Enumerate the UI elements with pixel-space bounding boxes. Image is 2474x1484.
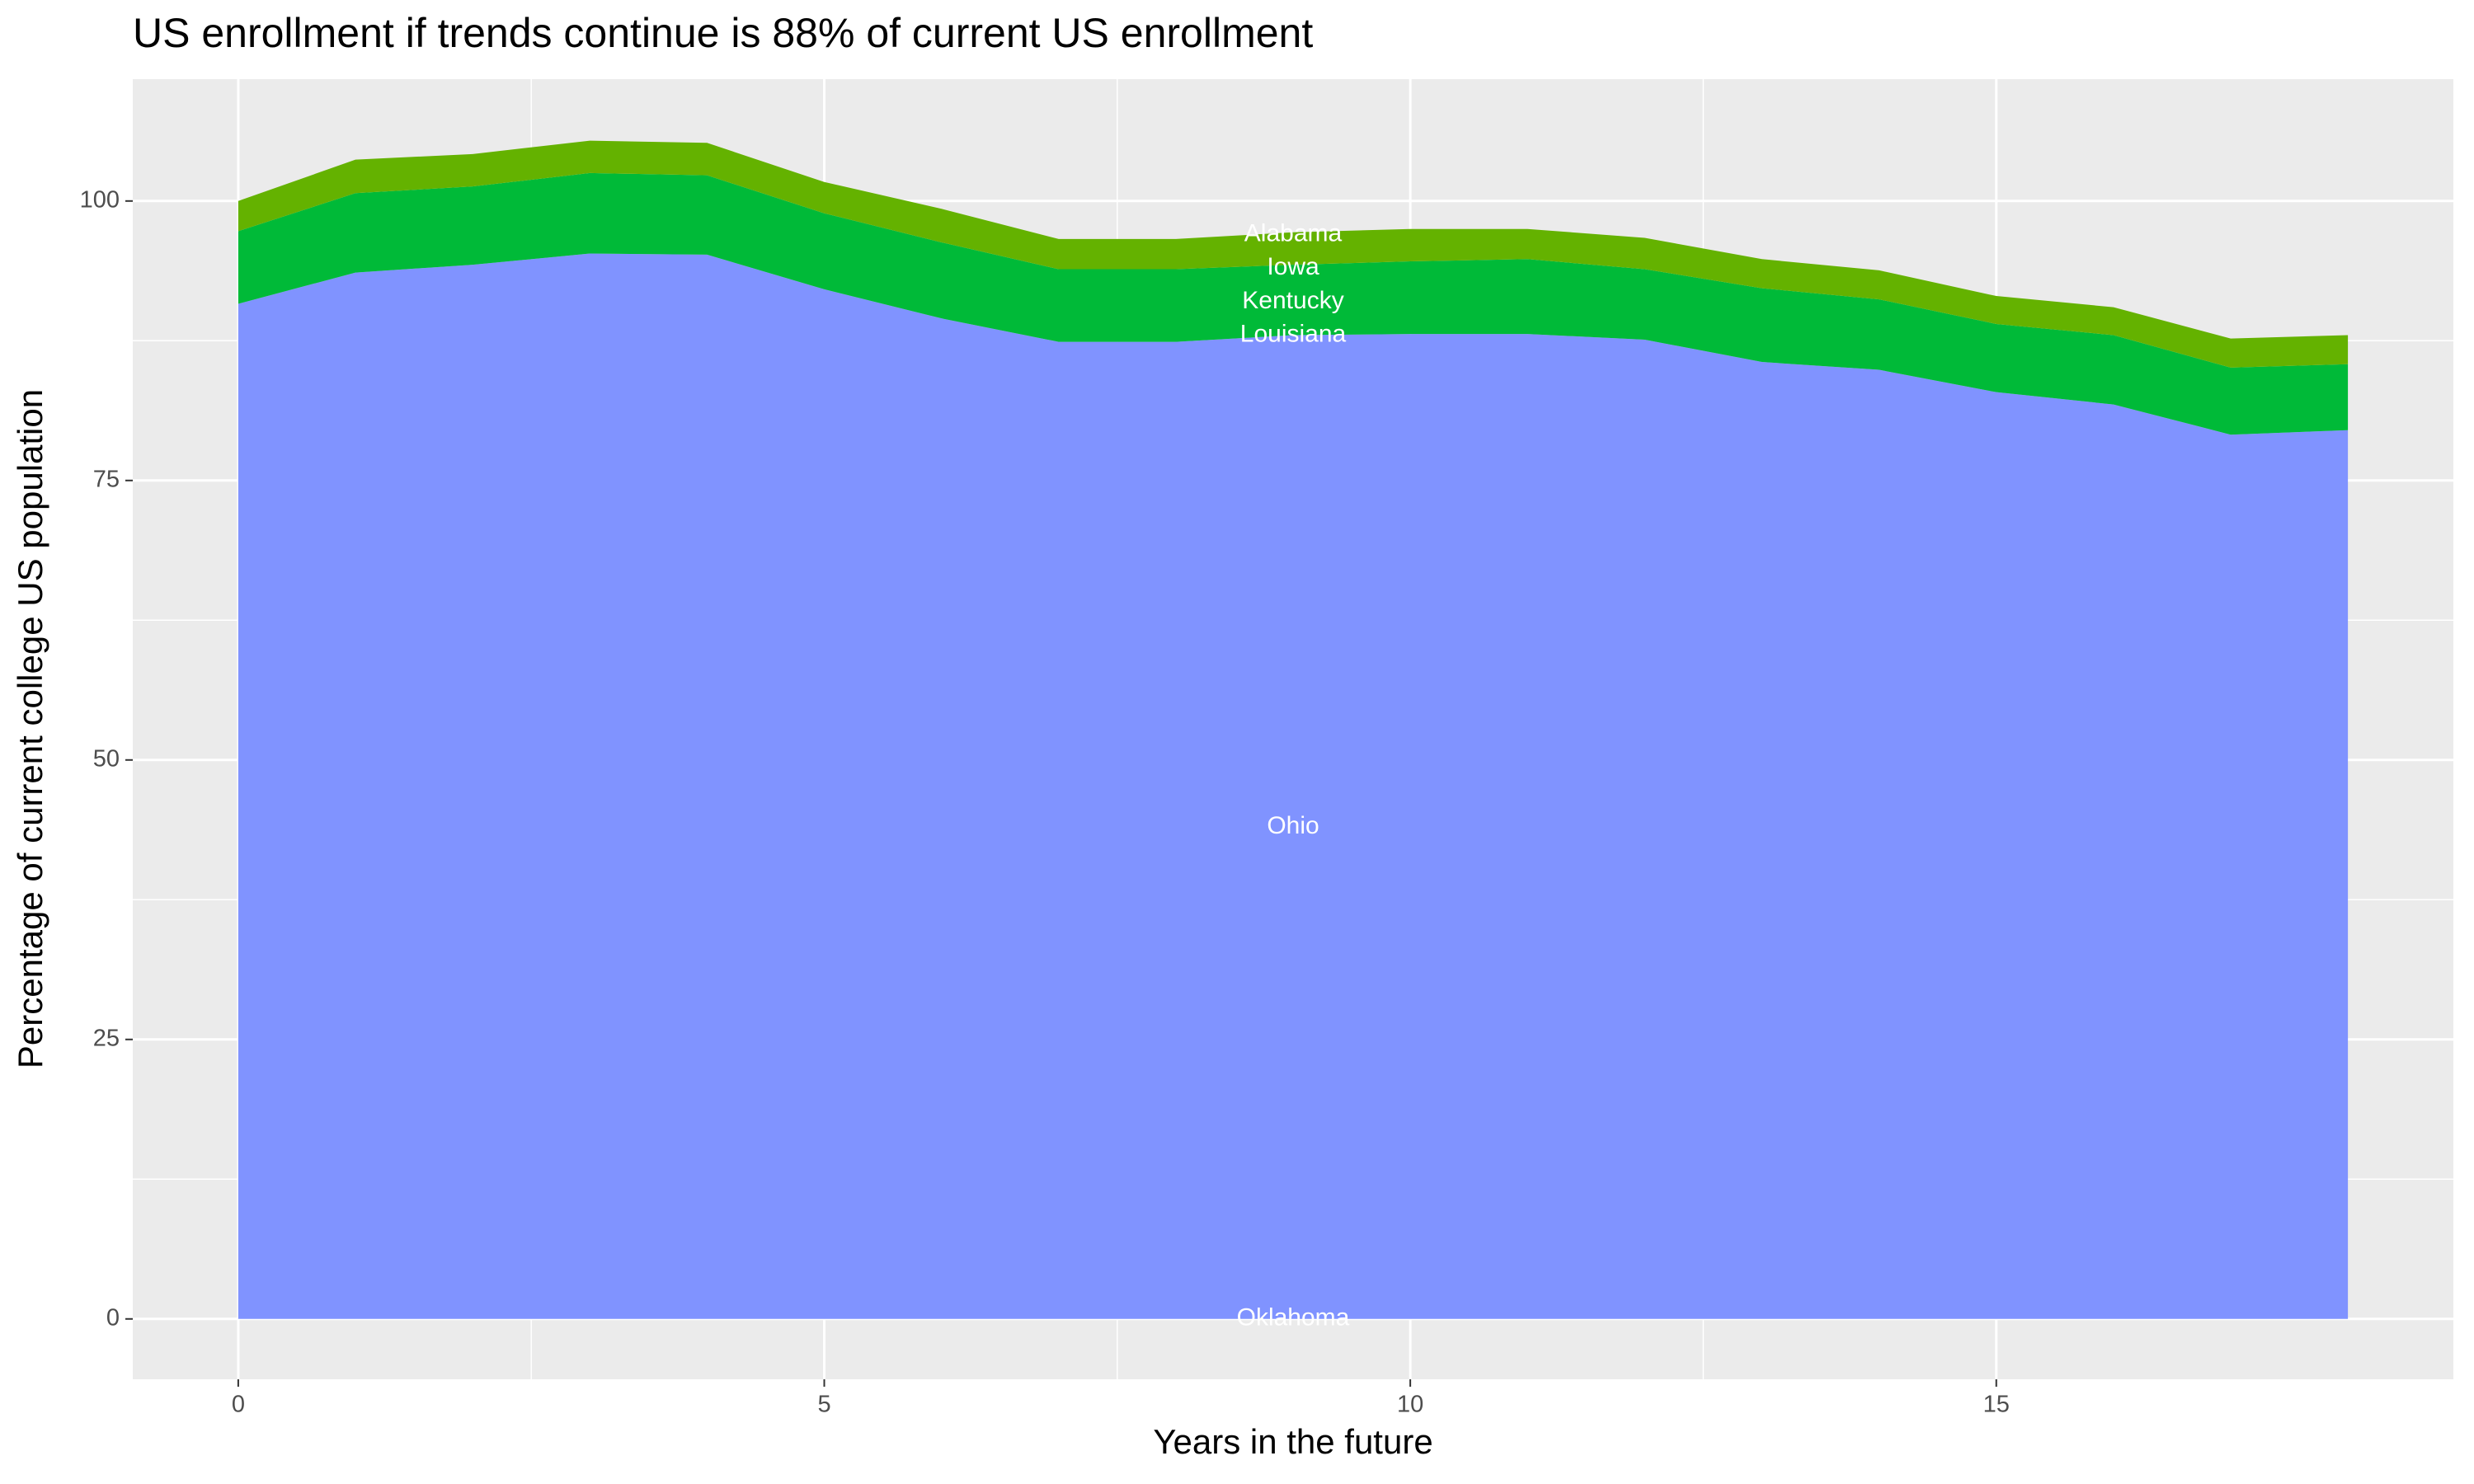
y-axis-title: Percentage of current college US populat… [11,389,49,1068]
y-tick-label: 0 [106,1304,120,1331]
x-tick-label: 0 [232,1392,245,1418]
x-tick-label: 5 [817,1392,830,1418]
area [238,253,2349,1319]
area-label: Alabama [1244,219,1343,247]
area-label: Iowa [1267,253,1319,280]
area-label: Kentucky [1242,287,1343,314]
area-label: Louisiana [1240,320,1347,347]
area-label: Ohio [1267,812,1319,839]
area [238,140,2349,368]
area-label: Oklahoma [1237,1304,1350,1331]
x-tick-label: 15 [1983,1392,2010,1418]
areas [238,140,2349,1319]
y-tick-label: 50 [93,745,120,772]
area [238,172,2349,435]
axes: 0 5 10 15 0 25 50 75 100 [80,186,2010,1417]
annotations: Alabama Iowa Kentucky Louisiana Ohio Oklahoma [1237,219,1350,1331]
y-tick-label: 75 [93,466,120,492]
chart-title: US enrollment if trends continue is 88% … [133,10,1313,56]
y-tick-label: 100 [80,186,120,213]
x-tick-label: 10 [1397,1392,1423,1418]
y-tick-label: 25 [93,1025,120,1051]
x-axis-title: Years in the future [1153,1422,1432,1461]
